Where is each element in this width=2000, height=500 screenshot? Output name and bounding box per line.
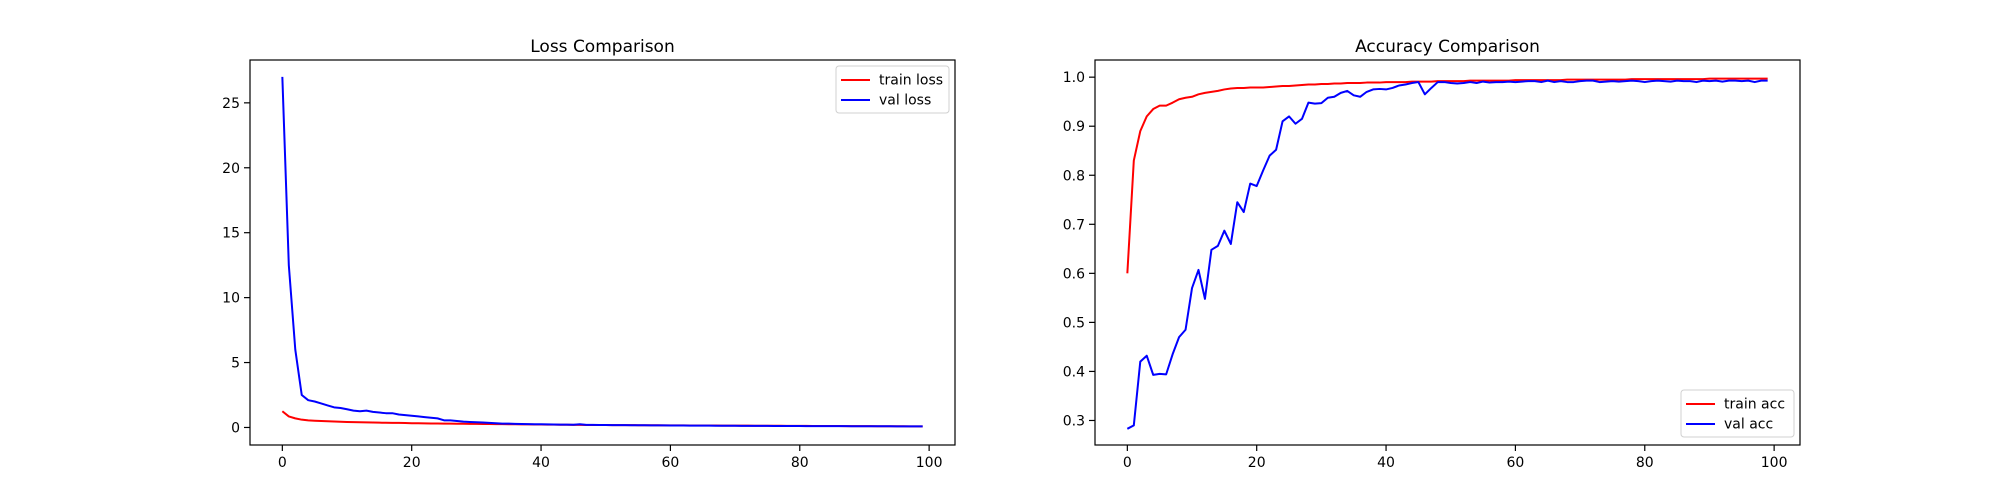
loss-legend-train-label: train loss	[879, 73, 943, 89]
accuracy-y-tick-label: 0.4	[1063, 364, 1085, 380]
loss-chart: Loss Comparison 0 20 40 60 80 100 0 5 10 15 20 25 t…	[222, 37, 956, 471]
accuracy-y-tick-label: 0.7	[1063, 217, 1085, 233]
accuracy-y-tick-label: 0.6	[1063, 266, 1085, 282]
loss-series-layer	[281, 76, 923, 428]
accuracy-y-tick-label: 0.3	[1063, 413, 1085, 429]
loss-y-tick-label: 5	[231, 356, 240, 372]
accuracy-axis-ticks: 0 20 40 60 80 100 0.3 0.4 0.5 0.6 0.7 0.8 0.9 1.0	[1063, 70, 1788, 471]
loss-series-val-loss-line	[281, 76, 923, 428]
accuracy-axes-frame	[1094, 59, 1801, 446]
loss-chart-title: Loss Comparison	[530, 37, 674, 57]
accuracy-chart: Accuracy Comparison 0 20 40 60 80 100 0.3 0.4 0.…	[1063, 37, 1801, 471]
loss-legend: train loss val loss	[835, 65, 950, 114]
loss-y-tick-label: 10	[222, 291, 240, 307]
accuracy-y-tick-label: 1.0	[1063, 70, 1085, 86]
loss-axes-frame	[249, 59, 956, 446]
loss-y-tick-label: 0	[231, 420, 240, 436]
loss-x-tick-label: 60	[661, 455, 679, 471]
loss-y-tick-label: 20	[222, 161, 240, 177]
loss-x-tick-label: 100	[916, 455, 943, 471]
accuracy-series-val-acc-line	[1126, 79, 1768, 430]
accuracy-x-tick-label: 60	[1506, 455, 1524, 471]
accuracy-x-tick-label: 0	[1123, 455, 1132, 471]
accuracy-x-tick-label: 20	[1248, 455, 1266, 471]
accuracy-legend: train acc val acc	[1680, 389, 1795, 438]
loss-y-tick-label: 15	[222, 226, 240, 242]
accuracy-x-tick-label: 40	[1377, 455, 1395, 471]
loss-x-tick-label: 20	[403, 455, 421, 471]
accuracy-x-tick-label: 80	[1636, 455, 1654, 471]
accuracy-legend-box	[1680, 389, 1795, 438]
accuracy-chart-title: Accuracy Comparison	[1355, 37, 1540, 57]
loss-y-tick-label: 25	[222, 96, 240, 112]
accuracy-y-tick-label: 0.8	[1063, 168, 1085, 184]
loss-legend-val-label: val loss	[879, 93, 931, 109]
loss-x-tick-label: 40	[532, 455, 550, 471]
loss-axis-ticks: 0 20 40 60 80 100 0 5 10 15 20 25	[222, 96, 942, 471]
accuracy-x-tick-label: 100	[1761, 455, 1788, 471]
accuracy-series-train-acc-line	[1126, 77, 1768, 274]
accuracy-series-layer	[1126, 77, 1768, 430]
accuracy-y-tick-label: 0.9	[1063, 119, 1085, 135]
loss-x-tick-label: 80	[791, 455, 809, 471]
accuracy-legend-val-label: val acc	[1724, 417, 1773, 433]
loss-x-tick-label: 0	[278, 455, 287, 471]
accuracy-y-tick-label: 0.5	[1063, 315, 1085, 331]
accuracy-legend-train-label: train acc	[1724, 397, 1785, 413]
loss-legend-box	[835, 65, 950, 114]
